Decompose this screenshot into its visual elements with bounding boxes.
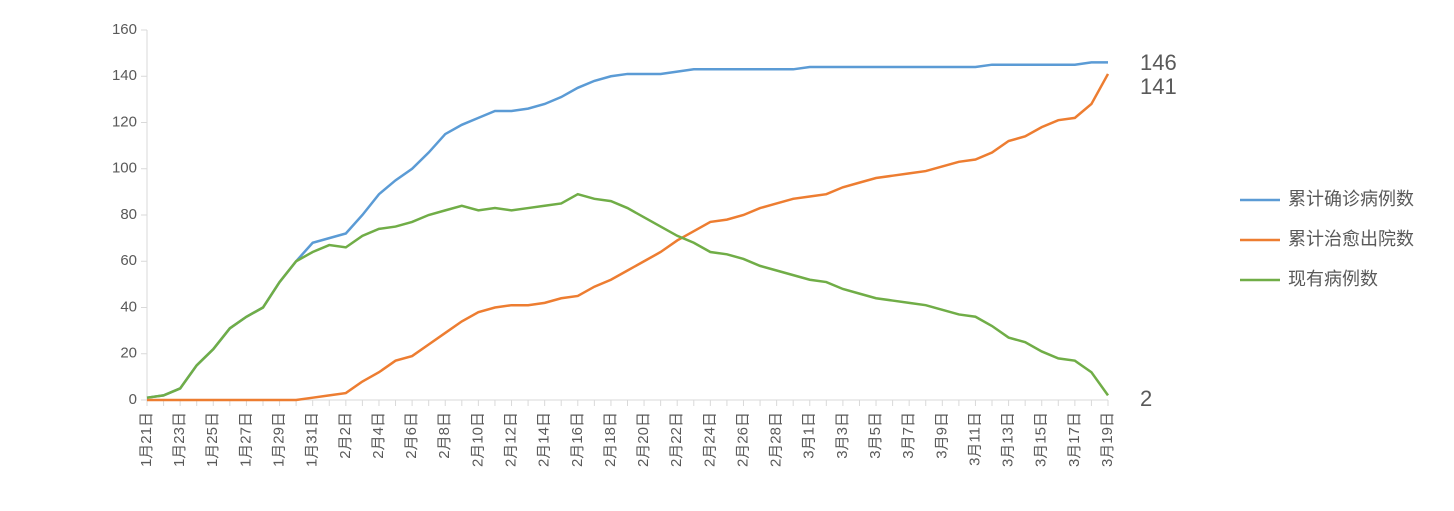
x-tick-label: 2月2日 (337, 412, 354, 459)
x-tick-label: 3月7日 (900, 412, 917, 459)
legend-label-cured: 累计治愈出院数 (1288, 229, 1414, 249)
x-tick-label: 2月6日 (403, 412, 420, 459)
y-tick-label: 20 (120, 345, 137, 362)
x-tick-label: 2月16日 (569, 412, 586, 467)
end-label-confirmed: 146 (1140, 50, 1177, 75)
y-tick-label: 0 (129, 391, 137, 408)
chart-svg: 0 20 40 60 80 100 120 140 160 1月21日 1月23日 1月25日 1月27… (0, 0, 1454, 511)
x-tick-label: 2月12日 (502, 412, 519, 467)
x-tick-label: 3月5日 (867, 412, 884, 459)
y-tick-label: 40 (120, 298, 137, 315)
y-tick-label: 80 (120, 206, 137, 223)
x-tick-label: 3月9日 (933, 412, 950, 459)
x-tick-label: 3月13日 (1000, 412, 1017, 467)
series-confirmed (147, 62, 1108, 397)
x-tick-label: 2月18日 (602, 412, 619, 467)
x-tick-label: 2月4日 (370, 412, 387, 459)
legend-label-existing: 现有病例数 (1288, 269, 1378, 289)
x-tick-label: 2月24日 (701, 412, 718, 467)
y-tick-label: 140 (112, 67, 137, 84)
y-tick-label: 100 (112, 160, 137, 177)
x-tick-label: 1月29日 (271, 412, 288, 467)
x-tick-label: 2月20日 (635, 412, 652, 467)
y-tick-label: 120 (112, 113, 137, 130)
x-tick-label: 2月28日 (768, 412, 785, 467)
legend-label-confirmed: 累计确诊病例数 (1288, 189, 1414, 209)
x-tick-label: 3月15日 (1033, 412, 1050, 467)
x-tick-label: 1月31日 (304, 412, 321, 467)
y-tick-label: 160 (112, 21, 137, 38)
x-tick-label: 1月21日 (138, 412, 155, 467)
end-label-existing: 2 (1140, 386, 1152, 411)
x-tick-label: 2月8日 (436, 412, 453, 459)
x-tick-label: 3月11日 (966, 412, 983, 466)
x-tick-label: 3月19日 (1099, 412, 1116, 467)
x-tick-label: 2月22日 (668, 412, 685, 467)
end-label-cured: 141 (1140, 74, 1177, 99)
x-tick-label: 2月26日 (734, 412, 751, 467)
line-chart: 0 20 40 60 80 100 120 140 160 1月21日 1月23日 1月25日 1月27… (0, 0, 1454, 511)
x-tick-label: 2月14日 (536, 412, 553, 467)
x-tick-label: 1月27日 (237, 412, 254, 467)
x-tick-label: 2月10日 (469, 412, 486, 467)
x-tick-label: 1月25日 (204, 412, 221, 467)
x-tick-label: 3月1日 (801, 412, 818, 459)
series-cured (147, 74, 1108, 400)
series-existing (147, 194, 1108, 398)
x-tick-label: 1月23日 (171, 412, 188, 467)
x-tick-label: 3月17日 (1066, 412, 1083, 467)
x-tick-label: 3月3日 (834, 412, 851, 459)
y-tick-label: 60 (120, 252, 137, 269)
